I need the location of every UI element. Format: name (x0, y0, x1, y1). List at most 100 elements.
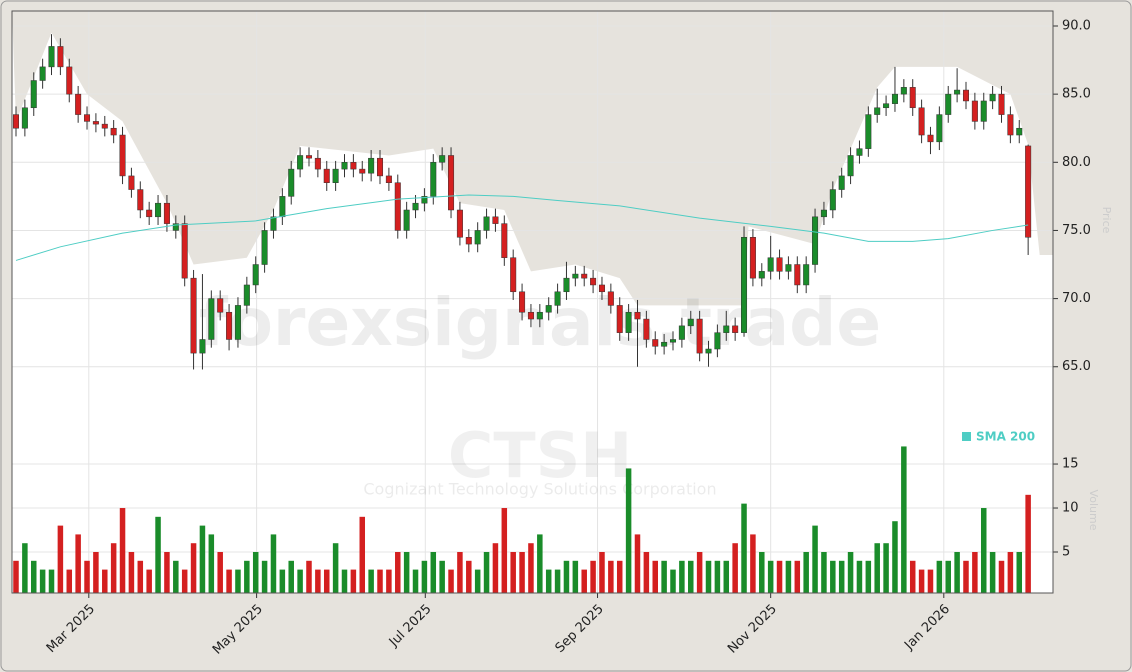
volume-bar (439, 560, 445, 593)
volume-bar (759, 552, 765, 593)
volume-bar (492, 543, 499, 593)
volume-bar (84, 560, 90, 593)
candle-body (785, 264, 792, 272)
candle-body (163, 202, 170, 224)
candle-body (465, 237, 472, 245)
candle-body (732, 325, 739, 333)
candle-body (643, 318, 650, 340)
candle-body (394, 182, 401, 231)
candle-body (554, 291, 561, 306)
volume-bar (501, 508, 508, 593)
candle-body (572, 273, 579, 279)
candle-body (678, 325, 685, 340)
volume-bar (563, 560, 570, 593)
volume-bar (821, 552, 827, 593)
volume-bar (332, 543, 339, 593)
volume-bar (102, 569, 108, 593)
candle-body (75, 93, 82, 115)
candle-body (1016, 127, 1023, 136)
volume-bar (945, 560, 951, 593)
candle-body (288, 168, 295, 197)
candle-body (865, 114, 872, 149)
volume-bar (137, 560, 144, 593)
candle-body (155, 202, 162, 218)
volume-bar (554, 569, 561, 593)
candle-body (359, 168, 366, 174)
volume-bar (714, 560, 721, 593)
candle-body (403, 209, 410, 231)
volume-bar (838, 560, 845, 593)
volume-bar (989, 552, 996, 593)
volume-bar (350, 569, 357, 593)
candle-body (297, 155, 304, 170)
candle-body (723, 325, 730, 333)
volume-bar (466, 560, 472, 593)
candle-body (1025, 145, 1032, 238)
volume-bar (723, 560, 730, 593)
shade-area (12, 11, 1053, 306)
volume-bar (22, 543, 28, 593)
candle-body (927, 134, 934, 143)
candle-body (820, 209, 827, 218)
volume-bar (679, 560, 685, 593)
volume-bar (616, 560, 623, 593)
volume-bar (368, 569, 374, 593)
ticker-watermark: CTSH (448, 419, 632, 492)
volume-bar (208, 534, 215, 593)
volume-bar (235, 569, 241, 593)
volume-bar (998, 560, 1005, 593)
candle-body (350, 162, 357, 170)
volume-bar (270, 534, 277, 593)
volume-bar (421, 560, 428, 593)
volume-bar (315, 569, 321, 593)
volume-bar (128, 552, 135, 593)
candle-body (696, 318, 703, 354)
candle-body (448, 155, 455, 211)
candle-body (341, 162, 348, 170)
candle-body (936, 114, 943, 143)
volume-bar (830, 560, 836, 593)
candle-body (581, 273, 588, 279)
volume-bar (643, 552, 650, 593)
candle-body (146, 209, 153, 218)
candle-body (261, 230, 268, 265)
volume-bar (688, 560, 694, 593)
volume-bar (261, 560, 268, 593)
candle-body (590, 277, 597, 286)
volume-bar (696, 552, 703, 593)
volume-bar (918, 569, 925, 593)
y-axis-label: Price (1100, 207, 1113, 234)
volume-bar (30, 560, 37, 593)
y-tick-label: 70.0 (1062, 291, 1091, 306)
volume-bar (883, 543, 889, 593)
candle-body (385, 175, 392, 183)
candle-body (234, 305, 241, 340)
volume-bar (634, 534, 641, 593)
volume-bar (625, 468, 632, 593)
candle-body (101, 123, 108, 129)
candle-body (279, 196, 286, 218)
volume-bar (954, 552, 960, 593)
volume-bar (146, 569, 152, 593)
candle-body (971, 100, 978, 122)
candle-body (962, 89, 969, 102)
candle-body (829, 189, 836, 211)
candle-body (421, 196, 428, 204)
candle-body (84, 114, 91, 122)
candle-body (377, 157, 384, 177)
volume-bar (430, 552, 437, 593)
candle-body (430, 162, 437, 197)
company-watermark: Cognizant Technology Solutions Corporati… (363, 480, 716, 499)
candle-body (616, 305, 623, 333)
volume-bar (776, 560, 783, 593)
candle-body (607, 291, 614, 306)
candle-body (110, 127, 117, 136)
volume-bar (537, 534, 543, 593)
volume-bar (403, 552, 410, 593)
candle-body (900, 87, 907, 95)
volume-bar (927, 569, 934, 593)
candle-body (945, 93, 952, 115)
volume-bar (226, 569, 232, 593)
candle-body (243, 284, 250, 306)
